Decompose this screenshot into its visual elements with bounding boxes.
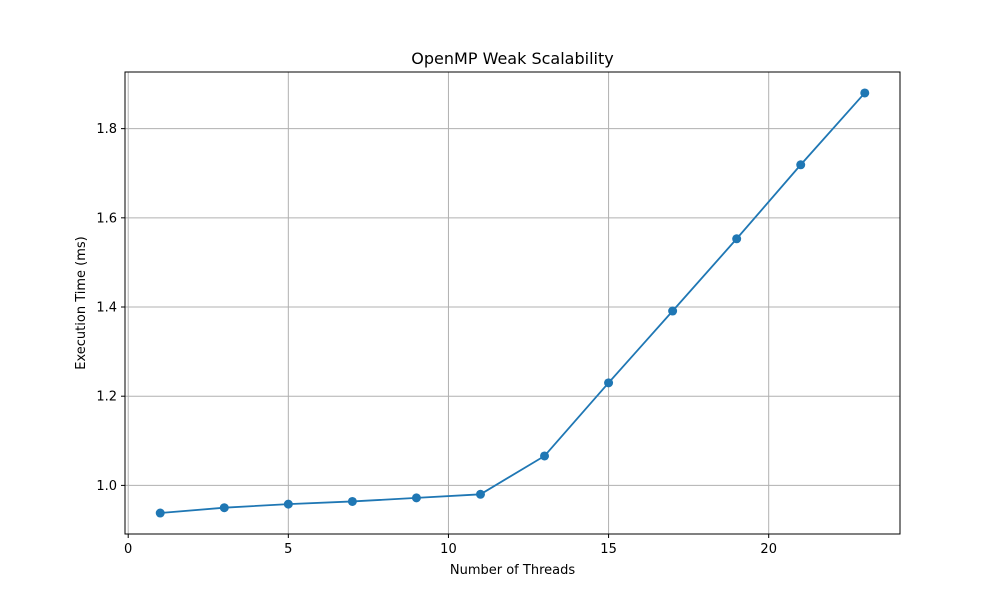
- plot-frame: [124, 71, 901, 535]
- x-axis-ticks: 0 5 10 15 20: [124, 534, 777, 557]
- data-point: [796, 160, 806, 170]
- data-point: [732, 234, 742, 244]
- y-axis-label: Execution Time (ms): [74, 236, 89, 369]
- y-axis-ticks: 1.0 1.2 1.4 1.6 1.8: [96, 122, 125, 494]
- y-tick-label: 1.2: [96, 390, 117, 405]
- data-point: [668, 306, 678, 316]
- data-point: [347, 496, 357, 506]
- x-tick-label: 10: [440, 542, 457, 557]
- data-point: [475, 489, 485, 499]
- chart-title: OpenMP Weak Scalability: [411, 49, 613, 68]
- data-series: [155, 88, 870, 518]
- x-tick-label: 0: [124, 542, 132, 557]
- series-line: [160, 92, 866, 514]
- data-point: [860, 88, 870, 98]
- x-tick-label: 15: [600, 542, 617, 557]
- data-point: [604, 378, 614, 388]
- x-tick-label: 20: [760, 542, 777, 557]
- y-tick-label: 1.0: [96, 479, 117, 494]
- x-tick-label: 5: [284, 542, 292, 557]
- data-point: [155, 508, 165, 518]
- data-point: [219, 503, 229, 513]
- y-tick-label: 1.8: [96, 122, 117, 137]
- data-point: [540, 451, 550, 461]
- y-tick-label: 1.6: [96, 211, 117, 226]
- data-point: [411, 493, 421, 503]
- y-tick-label: 1.4: [96, 301, 117, 316]
- data-point: [283, 499, 293, 509]
- x-axis-label: Number of Threads: [450, 563, 575, 578]
- grid-lines: [125, 72, 900, 534]
